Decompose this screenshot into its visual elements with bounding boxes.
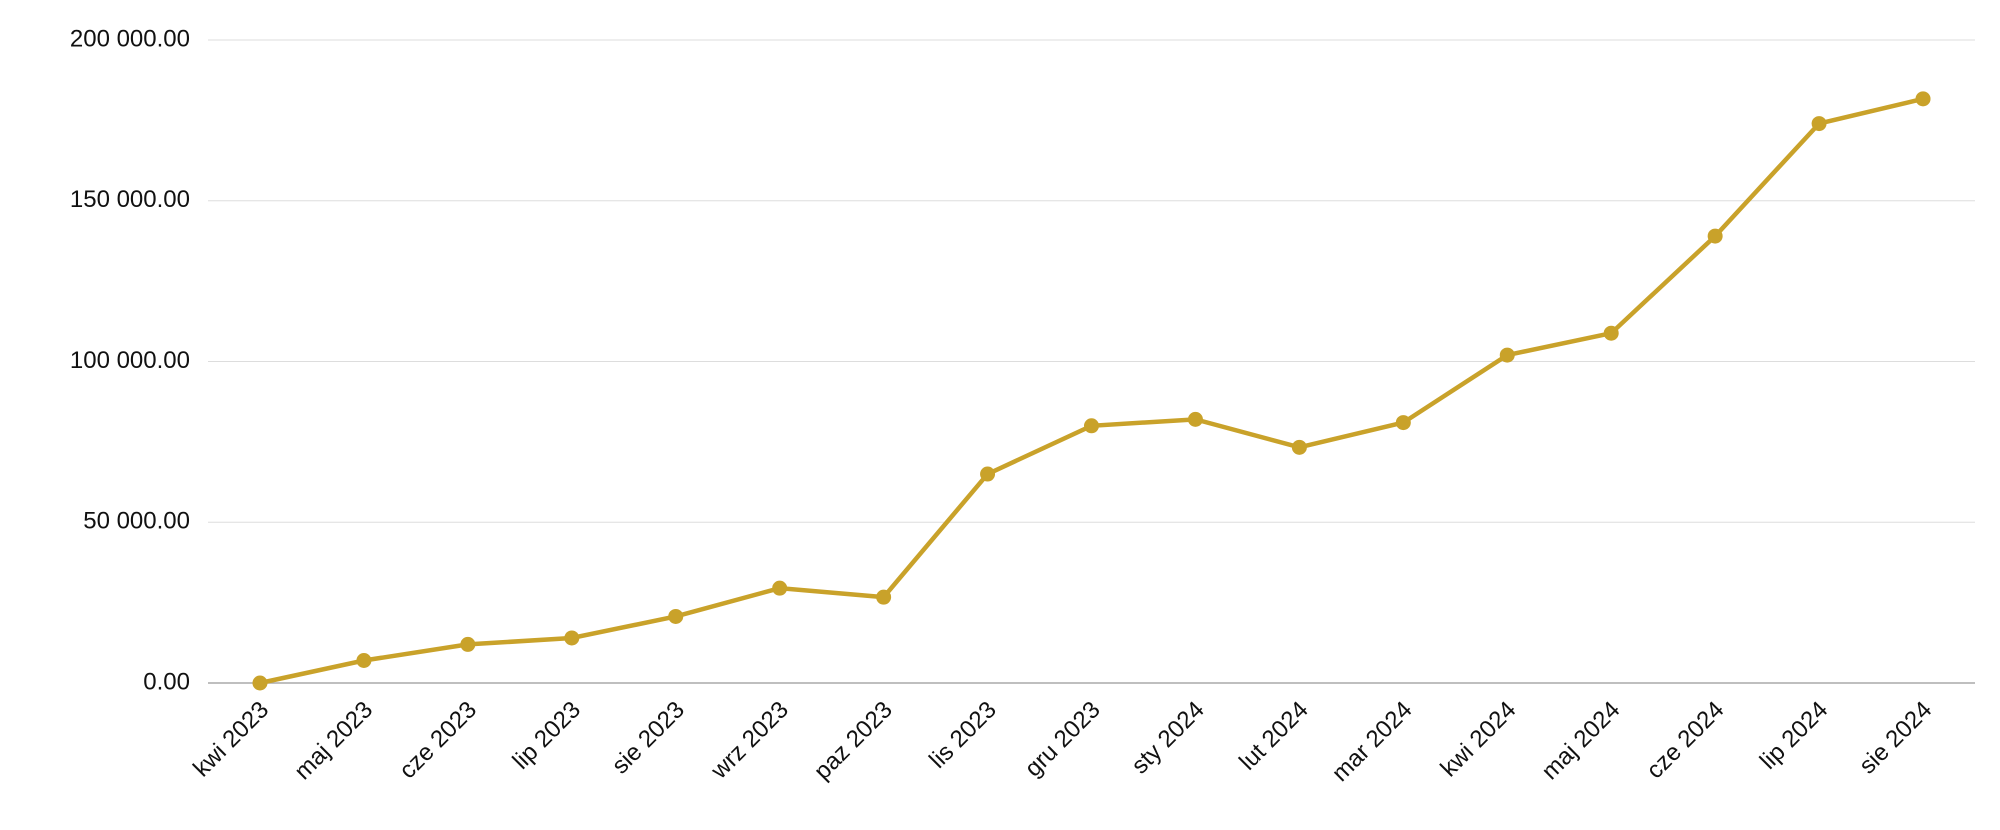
x-tick-label: lut 2024 [1234, 696, 1313, 775]
point [1395, 415, 1411, 431]
point [1707, 228, 1723, 244]
point [1499, 347, 1515, 363]
y-tick-label: 50 000.00 [83, 508, 190, 535]
point [1187, 411, 1203, 427]
x-tick-label: wrz 2023 [705, 696, 794, 785]
point [876, 589, 892, 605]
point [460, 636, 476, 652]
x-tick-label: sty 2024 [1126, 696, 1209, 779]
y-tick-label: 200 000.00 [70, 25, 190, 52]
x-tick-label: lis 2023 [924, 696, 1002, 774]
y-tick-label: 150 000.00 [70, 186, 190, 213]
point [772, 580, 788, 596]
point [1084, 418, 1099, 434]
point [1811, 116, 1827, 132]
point [356, 652, 372, 668]
x-tick-label: gru 2023 [1020, 696, 1106, 782]
x-tick-label: maj 2023 [289, 696, 378, 785]
x-tick-label: kwi 2023 [188, 696, 274, 782]
x-tick-label: kwi 2024 [1435, 696, 1521, 782]
point [1603, 325, 1619, 341]
x-tick-label: cze 2023 [394, 696, 482, 784]
x-tick-label: mar 2024 [1327, 696, 1418, 787]
y-tick-label: 0.00 [143, 668, 190, 695]
x-tick-label: cze 2024 [1641, 696, 1729, 784]
x-tick-label: sie 2023 [607, 696, 690, 779]
line [259, 96, 1924, 686]
point [1915, 91, 1931, 107]
x-tick-label: sie 2024 [1854, 696, 1937, 779]
x-tick-label: lip 2024 [1755, 696, 1834, 775]
point [668, 608, 684, 624]
x-tick-label: lip 2023 [507, 696, 586, 775]
point [564, 630, 580, 646]
point [980, 466, 996, 482]
point [1291, 439, 1307, 455]
y-tick-label: 100 000.00 [70, 347, 190, 374]
x-tick-label: maj 2024 [1537, 696, 1626, 785]
x-tick-label: paz 2023 [809, 696, 898, 785]
point [252, 675, 268, 691]
